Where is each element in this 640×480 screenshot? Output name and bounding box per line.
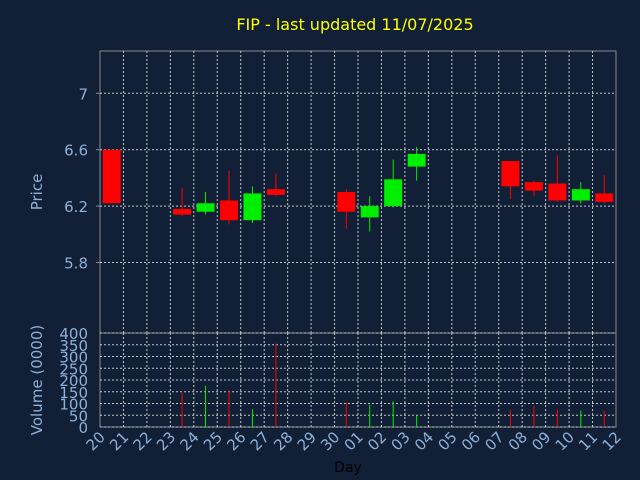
candle-body [524,182,543,191]
candle-body [243,193,262,221]
candle-body [595,193,614,202]
x-tick-label: 21 [106,428,132,454]
x-tick-label: 12 [599,428,625,454]
x-tick-label: 27 [247,428,273,454]
x-tick-label: 28 [270,428,296,454]
volume-tick-label: 350 [59,337,88,355]
x-tick-label: 03 [388,428,414,454]
volume-axis-label: Volume (0000) [28,325,46,435]
x-tick-label: 08 [505,428,531,454]
price-axis-label: Price [28,174,46,211]
x-tick-label: 23 [153,428,179,454]
candle-body [548,183,567,201]
x-tick-label: 29 [294,428,320,454]
x-tick-label: 24 [176,428,202,454]
x-tick-label: 10 [552,428,578,454]
volume-tick-label: 0 [78,419,88,437]
x-tick-label: 26 [223,428,249,454]
volume-tick-label: 50 [69,407,88,425]
candle-body [501,160,520,187]
volume-tick-label: 150 [59,384,88,402]
candle-body [337,192,356,212]
x-tick-label: 01 [341,428,367,454]
x-axis: 2021222324252627282930010203040506070809… [83,428,625,454]
x-tick-label: 07 [481,428,507,454]
volume-tick-label: 400 [59,325,88,343]
x-tick-label: 25 [200,428,226,454]
x-axis-label: Day [334,460,362,476]
x-tick-label: 04 [411,428,437,454]
x-tick-label: 09 [528,428,554,454]
x-tick-label: 22 [130,428,156,454]
price-tick-label: 6.2 [64,198,88,216]
price-panel: 5.8 6.2 6.6 7 [64,50,617,334]
candle-body [571,189,590,201]
volume-tick-label: 300 [59,349,88,367]
candle-body [384,179,403,207]
price-tick-label: 6.6 [64,142,88,160]
candle-body [220,200,238,221]
x-tick-label: 02 [364,428,390,454]
x-tick-label: 11 [575,428,601,454]
x-tick-label: 06 [458,428,484,454]
x-tick-label: 05 [434,428,460,454]
volume-tick-label: 100 [59,396,88,414]
x-tick-label: 30 [317,428,343,454]
volume-tick-label: 250 [59,360,88,378]
price-tick-label: 7 [78,85,88,103]
candle-body [102,149,121,204]
volume-tick-label: 200 [59,372,88,390]
chart-title: FIP - last updated 11/07/2025 [236,15,473,34]
candle-body [360,206,379,218]
candle-body [407,153,426,167]
candle-body [173,208,192,215]
candle-body [196,203,215,212]
candle-body [266,189,285,195]
price-tick-label: 5.8 [64,255,88,273]
